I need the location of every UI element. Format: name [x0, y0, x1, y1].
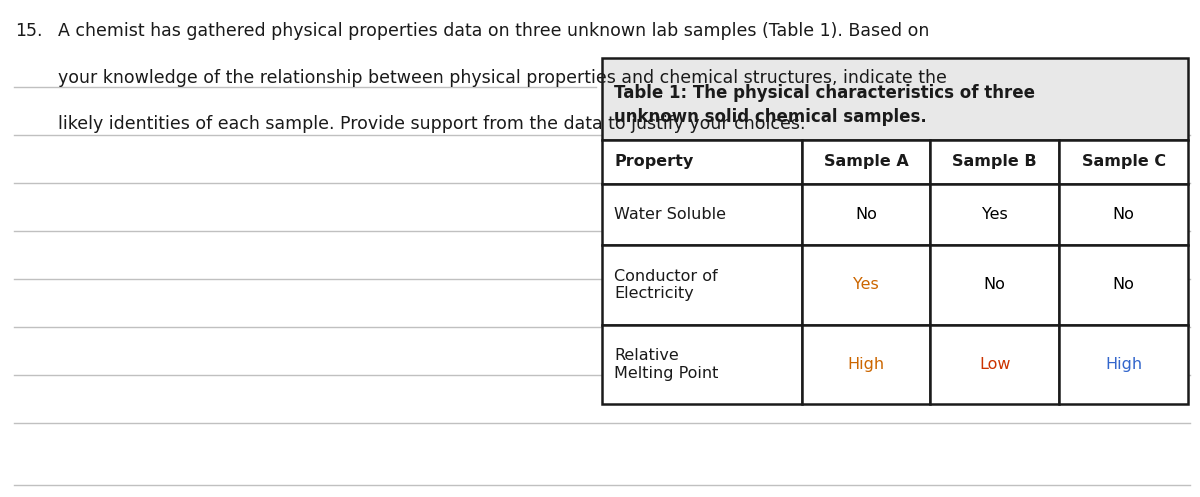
Text: No: No	[854, 207, 877, 222]
Bar	[602, 184, 802, 245]
Bar	[1060, 140, 1188, 184]
Text: Relative
Melting Point: Relative Melting Point	[614, 348, 719, 381]
Text: Table 1: The physical characteristics of three: Table 1: The physical characteristics of…	[614, 84, 1036, 102]
Bar	[802, 184, 930, 245]
Bar	[802, 245, 930, 325]
Text: No: No	[1112, 207, 1134, 222]
Bar	[930, 184, 1060, 245]
Text: No: No	[984, 277, 1006, 292]
Text: 15.: 15.	[16, 22, 43, 40]
Bar	[1060, 245, 1188, 325]
Text: High: High	[847, 357, 884, 372]
Bar	[930, 245, 1060, 325]
Bar	[1060, 325, 1188, 405]
Text: unknown solid chemical samples.: unknown solid chemical samples.	[614, 108, 926, 126]
Text: A chemist has gathered physical properties data on three unknown lab samples (Ta: A chemist has gathered physical properti…	[58, 22, 929, 40]
Bar	[602, 245, 802, 325]
Bar	[602, 58, 1188, 140]
Text: High: High	[1105, 357, 1142, 372]
Bar	[802, 140, 930, 184]
Text: Yes: Yes	[853, 277, 878, 292]
Text: your knowledge of the relationship between physical properties and chemical stru: your knowledge of the relationship betwe…	[58, 69, 947, 86]
Bar	[1060, 184, 1188, 245]
Text: No: No	[1112, 277, 1134, 292]
Bar	[802, 325, 930, 405]
Text: likely identities of each sample. Provide support from the data to justify your : likely identities of each sample. Provid…	[58, 115, 805, 133]
Text: Conductor of
Electricity: Conductor of Electricity	[614, 269, 718, 301]
Text: Property: Property	[614, 155, 694, 169]
Bar	[602, 325, 802, 405]
Text: Sample B: Sample B	[953, 155, 1037, 169]
Text: Low: Low	[979, 357, 1010, 372]
Text: Sample C: Sample C	[1081, 155, 1165, 169]
Bar	[930, 140, 1060, 184]
Bar	[602, 140, 802, 184]
Bar	[930, 325, 1060, 405]
Text: Sample A: Sample A	[823, 155, 908, 169]
Text: Water Soluble: Water Soluble	[614, 207, 726, 222]
Text: Yes: Yes	[982, 207, 1008, 222]
